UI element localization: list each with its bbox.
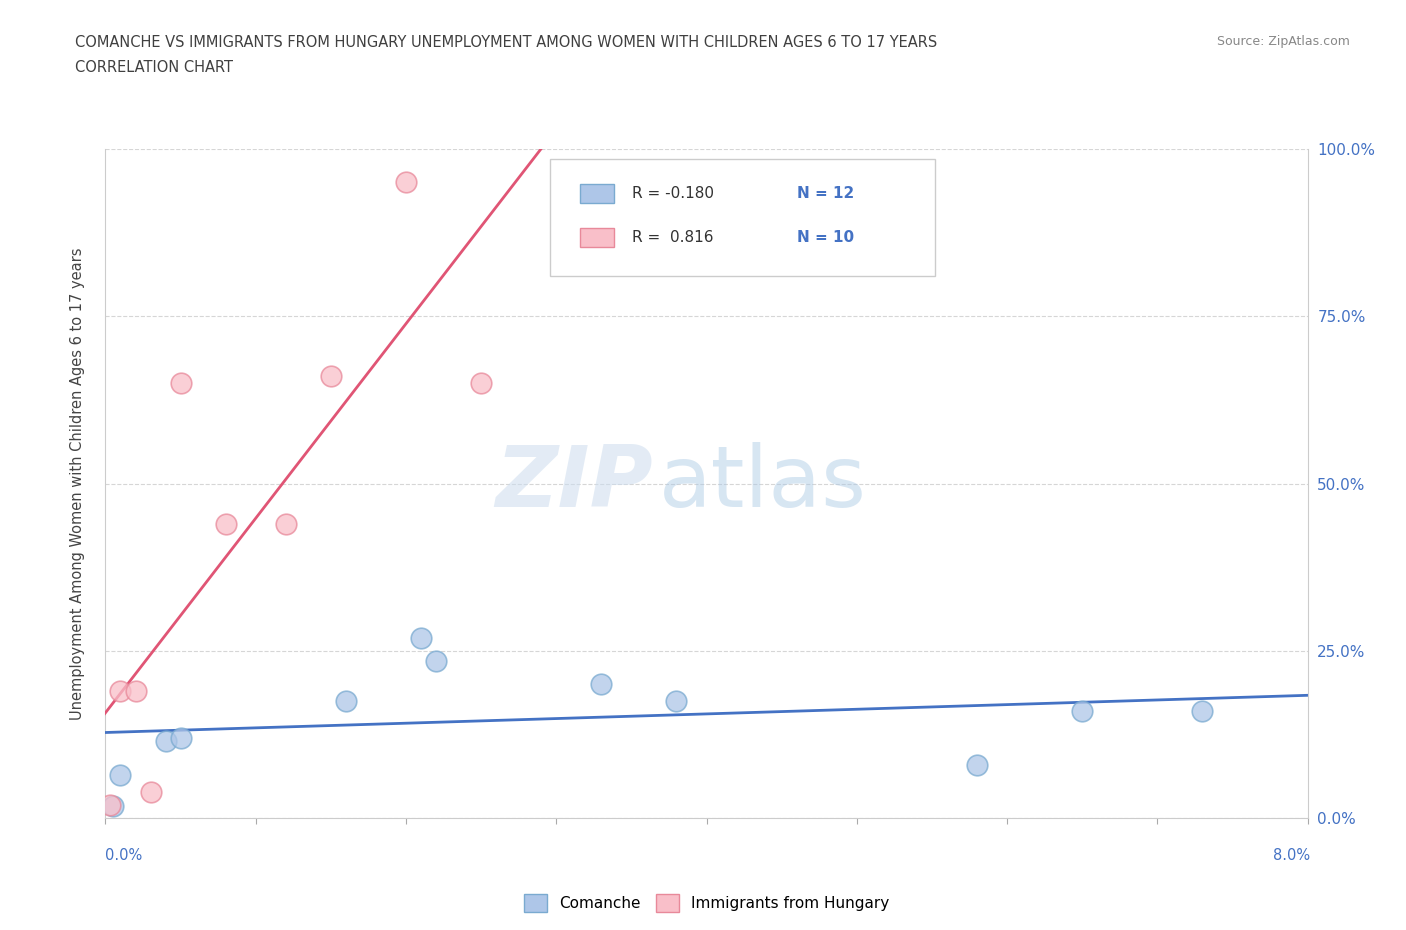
Point bbox=[101, 799, 124, 814]
Text: 8.0%: 8.0% bbox=[1274, 848, 1310, 863]
Point bbox=[110, 684, 132, 698]
Point bbox=[214, 516, 236, 531]
Point bbox=[110, 767, 132, 782]
Point bbox=[274, 516, 297, 531]
Point bbox=[139, 784, 162, 799]
Text: Source: ZipAtlas.com: Source: ZipAtlas.com bbox=[1216, 35, 1350, 48]
FancyBboxPatch shape bbox=[581, 229, 614, 247]
Point bbox=[155, 734, 177, 749]
Text: R = -0.180: R = -0.180 bbox=[631, 186, 714, 201]
Text: CORRELATION CHART: CORRELATION CHART bbox=[75, 60, 232, 75]
Point bbox=[665, 694, 688, 709]
Point bbox=[169, 376, 191, 391]
Text: COMANCHE VS IMMIGRANTS FROM HUNGARY UNEMPLOYMENT AMONG WOMEN WITH CHILDREN AGES : COMANCHE VS IMMIGRANTS FROM HUNGARY UNEM… bbox=[75, 35, 936, 50]
Legend: Comanche, Immigrants from Hungary: Comanche, Immigrants from Hungary bbox=[516, 886, 897, 919]
Text: N = 12: N = 12 bbox=[797, 186, 853, 201]
Point bbox=[1191, 704, 1213, 719]
FancyBboxPatch shape bbox=[581, 184, 614, 203]
Text: 0.0%: 0.0% bbox=[105, 848, 142, 863]
Text: atlas: atlas bbox=[658, 442, 866, 525]
Point bbox=[395, 175, 418, 190]
Text: R =  0.816: R = 0.816 bbox=[631, 231, 713, 246]
Point bbox=[966, 757, 988, 772]
Y-axis label: Unemployment Among Women with Children Ages 6 to 17 years: Unemployment Among Women with Children A… bbox=[70, 247, 84, 720]
Point bbox=[425, 654, 447, 669]
FancyBboxPatch shape bbox=[550, 159, 935, 276]
Point bbox=[98, 798, 121, 813]
Point bbox=[169, 731, 191, 746]
Point bbox=[470, 376, 492, 391]
Point bbox=[409, 631, 432, 645]
Text: N = 10: N = 10 bbox=[797, 231, 853, 246]
Point bbox=[1071, 704, 1094, 719]
Text: ZIP: ZIP bbox=[495, 442, 652, 525]
Point bbox=[124, 684, 146, 698]
Point bbox=[319, 369, 342, 384]
Point bbox=[591, 677, 613, 692]
Point bbox=[335, 694, 357, 709]
